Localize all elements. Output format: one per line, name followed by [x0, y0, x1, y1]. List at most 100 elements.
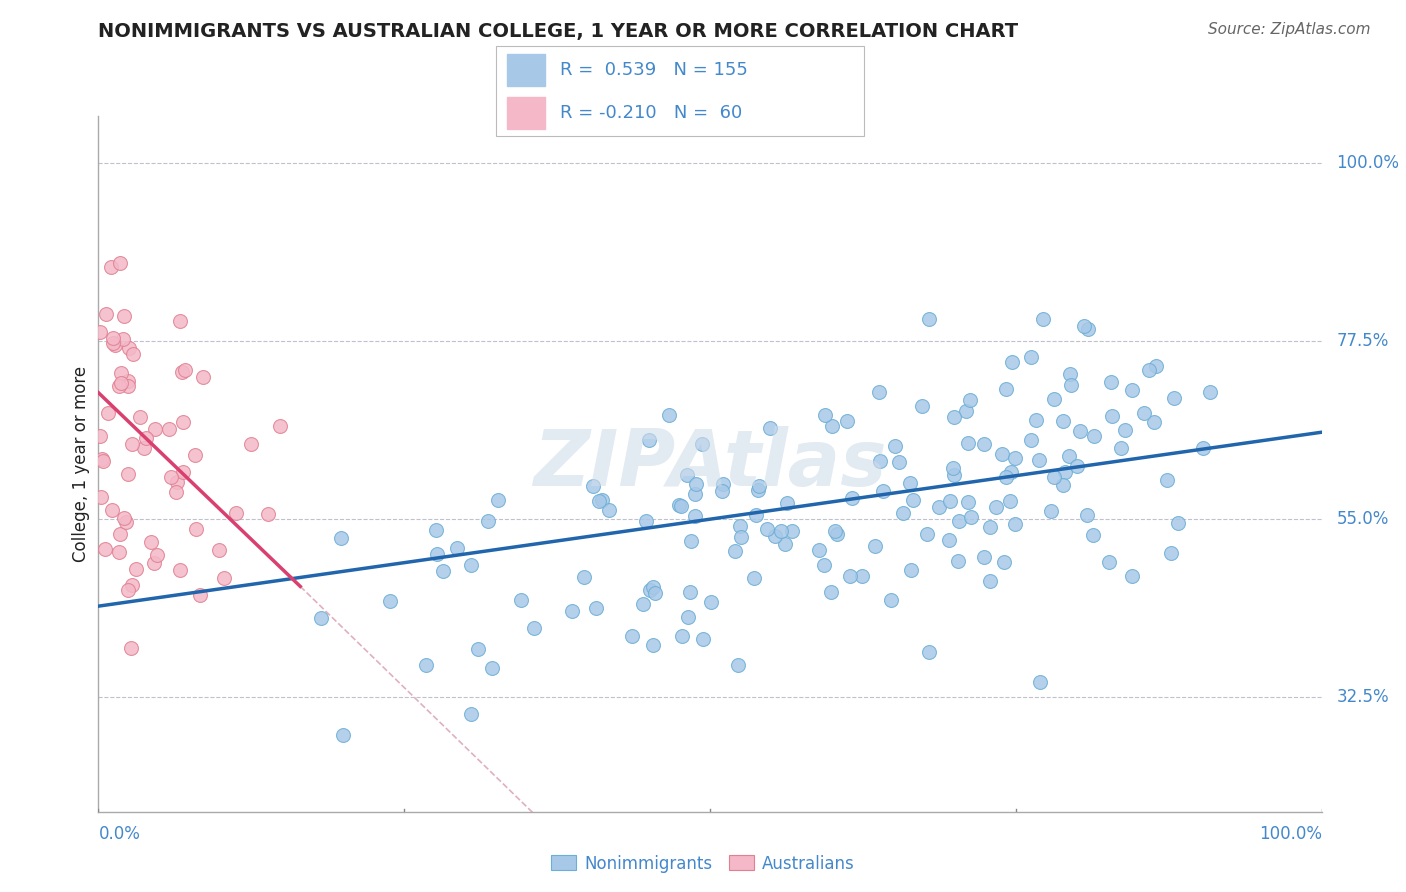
Point — [942, 467, 965, 482]
Point — [1025, 413, 1047, 427]
Point — [879, 593, 901, 607]
Legend: Nonimmigrants, Australians: Nonimmigrants, Australians — [544, 848, 862, 880]
Point — [591, 492, 613, 507]
Point — [446, 541, 468, 556]
Point — [993, 555, 1015, 569]
Point — [184, 448, 207, 462]
Point — [1004, 451, 1026, 466]
Point — [1028, 452, 1050, 467]
Point — [425, 523, 447, 537]
Point — [256, 507, 278, 521]
Point — [214, 571, 236, 585]
Point — [1081, 527, 1104, 541]
Point — [486, 493, 509, 508]
Point — [561, 604, 583, 618]
Point — [814, 409, 837, 423]
Point — [432, 564, 454, 578]
Point — [692, 632, 714, 646]
Point — [117, 467, 139, 481]
Point — [94, 307, 117, 321]
Point — [634, 514, 657, 528]
Point — [973, 549, 995, 564]
Point — [97, 406, 120, 420]
Point — [467, 642, 489, 657]
Point — [146, 548, 169, 562]
Point — [658, 408, 681, 422]
Point — [121, 577, 143, 591]
Point — [973, 437, 995, 451]
Point — [1163, 391, 1185, 405]
Point — [330, 531, 353, 545]
Point — [825, 526, 848, 541]
Point — [956, 436, 979, 450]
Point — [679, 533, 702, 548]
Point — [901, 492, 924, 507]
Point — [685, 477, 707, 491]
Point — [710, 483, 733, 498]
Point — [1191, 441, 1213, 455]
Point — [1073, 318, 1095, 333]
Point — [159, 470, 181, 484]
Text: 77.5%: 77.5% — [1336, 333, 1389, 351]
Y-axis label: College, 1 year or more: College, 1 year or more — [72, 366, 90, 562]
FancyBboxPatch shape — [496, 46, 865, 136]
Point — [108, 545, 131, 559]
Point — [942, 410, 965, 425]
Point — [918, 311, 941, 326]
Point — [1098, 555, 1121, 569]
Point — [170, 365, 193, 379]
Point — [101, 336, 124, 351]
Point — [117, 374, 139, 388]
Point — [869, 454, 891, 468]
Point — [641, 580, 664, 594]
Point — [957, 495, 980, 509]
Point — [769, 524, 792, 538]
Point — [747, 483, 769, 498]
Point — [117, 379, 139, 393]
Point — [676, 610, 699, 624]
Point — [415, 658, 437, 673]
Point — [477, 514, 499, 528]
Point — [110, 256, 132, 270]
Point — [990, 447, 1012, 461]
Point — [763, 529, 786, 543]
Point — [994, 470, 1017, 484]
Point — [756, 522, 779, 536]
Point — [683, 509, 706, 524]
Point — [269, 419, 291, 434]
Point — [938, 533, 960, 548]
Point — [808, 543, 831, 558]
Point — [959, 393, 981, 408]
Point — [481, 660, 503, 674]
Point — [724, 543, 747, 558]
Point — [671, 499, 693, 513]
Point — [110, 366, 132, 380]
Point — [1029, 674, 1052, 689]
Point — [523, 621, 546, 635]
Point — [1053, 465, 1076, 479]
Point — [332, 728, 354, 742]
Point — [994, 382, 1017, 396]
Point — [776, 496, 799, 510]
Point — [1069, 424, 1091, 438]
Point — [711, 476, 734, 491]
Point — [773, 537, 796, 551]
Point — [640, 583, 662, 598]
Point — [1083, 428, 1105, 442]
Point — [143, 422, 166, 436]
Point — [730, 518, 752, 533]
Point — [1143, 415, 1166, 429]
Bar — [508, 54, 546, 86]
Point — [110, 376, 132, 390]
Point — [1019, 434, 1042, 448]
Point — [745, 508, 768, 522]
Point — [928, 500, 950, 515]
Point — [727, 658, 749, 673]
Text: 0.0%: 0.0% — [98, 825, 141, 843]
Point — [868, 384, 890, 399]
Text: NONIMMIGRANTS VS AUSTRALIAN COLLEGE, 1 YEAR OR MORE CORRELATION CHART: NONIMMIGRANTS VS AUSTRALIAN COLLEGE, 1 Y… — [98, 22, 1018, 41]
Point — [1059, 368, 1081, 382]
Point — [838, 569, 860, 583]
Point — [1137, 363, 1160, 377]
Point — [117, 582, 139, 597]
